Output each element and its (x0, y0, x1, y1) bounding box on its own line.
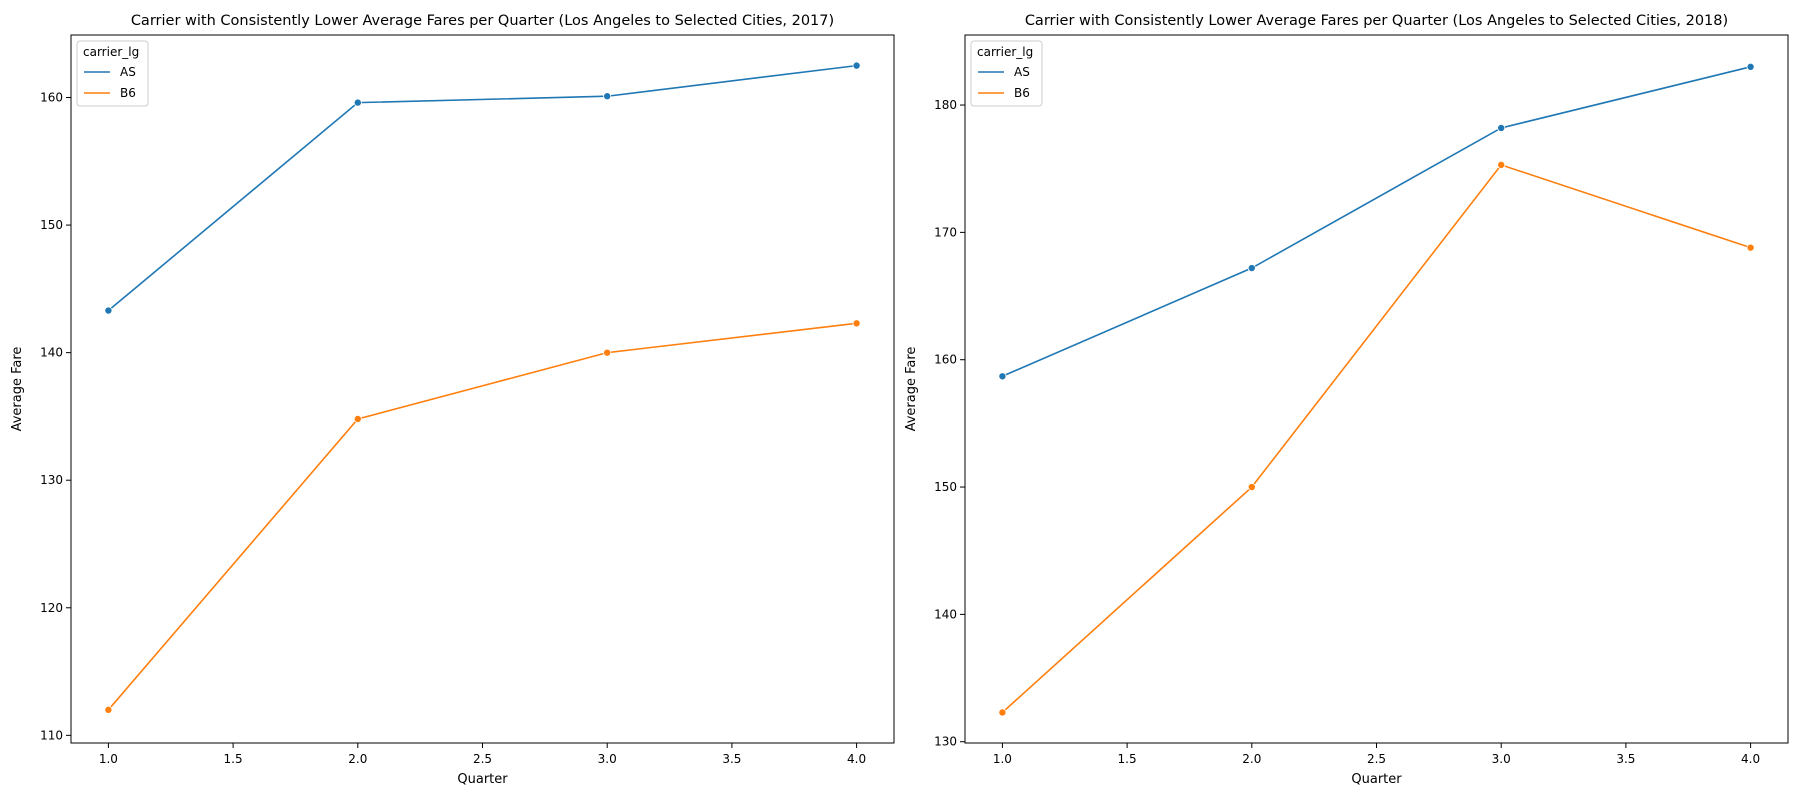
series-line-as (1002, 66, 1751, 378)
y-tick-label: 140 (40, 346, 63, 360)
chart-panel-2018: Carrier with Consistently Lower Average … (904, 13, 1789, 787)
x-tick-label: 4.0 (847, 752, 866, 766)
legend-label-b6: B6 (1014, 86, 1030, 100)
y-tick-label: 150 (934, 480, 957, 494)
data-point-as (1746, 62, 1755, 71)
chart-title: Carrier with Consistently Lower Average … (131, 13, 834, 29)
x-tick-label: 2.5 (473, 752, 492, 766)
data-point-b6 (852, 319, 861, 328)
x-tick-label: 1.0 (99, 752, 118, 766)
x-tick-label: 1.5 (224, 752, 243, 766)
x-tick-label: 1.0 (993, 752, 1012, 766)
data-point-as (1247, 264, 1256, 273)
x-tick-label: 3.5 (1616, 752, 1635, 766)
x-tick-label: 3.5 (722, 752, 741, 766)
data-point-b6 (1746, 243, 1755, 252)
y-axis-label: Average Fare (10, 347, 25, 432)
data-point-b6 (1247, 483, 1256, 492)
x-tick-label: 3.0 (1492, 752, 1511, 766)
x-tick-label: 2.5 (1367, 752, 1386, 766)
y-tick-label: 130 (40, 473, 63, 487)
data-point-b6 (104, 705, 113, 714)
data-point-b6 (353, 414, 362, 423)
plot-area-frame (964, 34, 1789, 744)
y-tick-label: 160 (934, 353, 957, 367)
series-line-b6 (107, 322, 857, 711)
legend-label-b6: B6 (120, 86, 136, 100)
plot-area-frame (70, 34, 895, 744)
y-tick-label: 120 (40, 601, 63, 615)
legend-label-as: AS (1014, 65, 1030, 79)
y-tick-label: 160 (40, 91, 63, 105)
y-tick-label: 140 (934, 607, 957, 621)
y-tick-label: 150 (40, 218, 63, 232)
data-point-as (603, 92, 612, 101)
legend-title: carrier_lg (83, 45, 139, 59)
legend: carrier_lg AS B6 (970, 40, 1043, 107)
data-point-b6 (998, 708, 1007, 717)
legend-label-as: AS (120, 65, 136, 79)
legend-title: carrier_lg (977, 45, 1033, 59)
series-line-as (107, 64, 857, 312)
x-tick-label: 2.0 (1242, 752, 1261, 766)
x-tick-label: 2.0 (348, 752, 367, 766)
chart-panel-2017: Carrier with Consistently Lower Average … (10, 13, 895, 787)
x-tick-label: 4.0 (1741, 752, 1760, 766)
x-tick-label: 1.5 (1118, 752, 1137, 766)
data-point-b6 (603, 348, 612, 357)
legend-box (970, 40, 1043, 107)
legend: carrier_lg AS B6 (76, 40, 149, 107)
data-point-as (998, 372, 1007, 381)
y-tick-label: 130 (934, 735, 957, 749)
y-axis-label: Average Fare (904, 347, 919, 432)
legend-box (76, 40, 149, 107)
data-point-as (353, 98, 362, 107)
data-point-as (104, 306, 113, 315)
y-tick-label: 180 (934, 98, 957, 112)
y-tick-label: 170 (934, 225, 957, 239)
series-line-b6 (1001, 163, 1751, 714)
x-axis-label: Quarter (1351, 772, 1402, 787)
y-tick-label: 110 (40, 728, 63, 742)
chart-title: Carrier with Consistently Lower Average … (1025, 13, 1728, 29)
x-tick-label: 3.0 (598, 752, 617, 766)
data-point-b6 (1497, 160, 1506, 169)
data-point-as (1497, 123, 1506, 132)
data-point-as (852, 61, 861, 70)
x-axis-label: Quarter (457, 772, 508, 787)
